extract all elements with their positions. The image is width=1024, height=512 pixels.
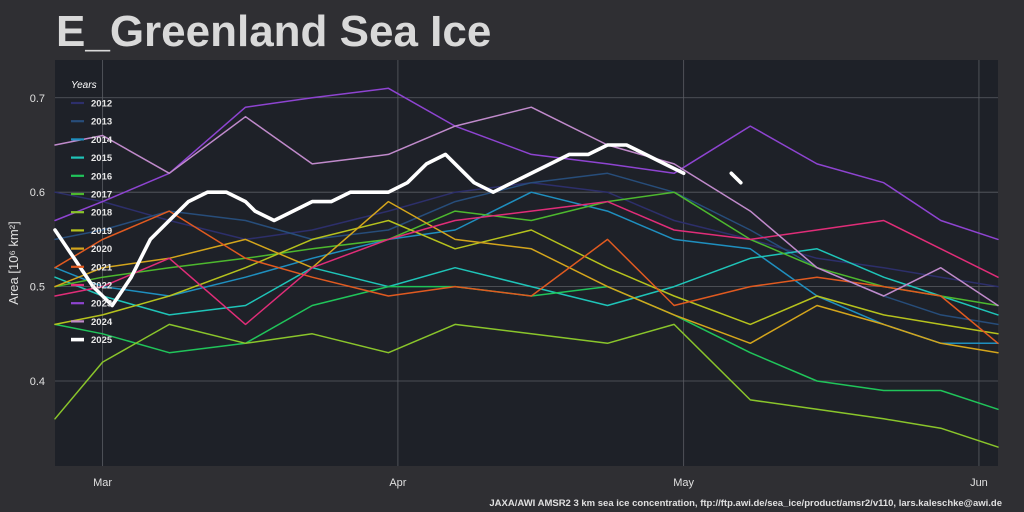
series-line-2025 <box>53 143 743 308</box>
legend-label: 2014 <box>91 135 113 146</box>
y-tick-label: 0.6 <box>30 187 45 199</box>
series-line-2021 <box>54 210 999 345</box>
y-axis-label: Area [10⁶ km²] <box>6 221 21 304</box>
source-credit: JAXA/AWI AMSR2 3 km sea ice concentratio… <box>489 498 1002 509</box>
legend-label: 2013 <box>91 117 112 128</box>
chart-title: E_Greenland Sea Ice <box>56 7 492 56</box>
series-line-2022 <box>54 200 999 326</box>
legend-label: 2016 <box>91 171 112 182</box>
legend-label: 2025 <box>91 335 113 346</box>
series-line-2020 <box>54 200 999 354</box>
x-axis-ticks: Mar Apr May Jun <box>93 477 988 489</box>
series-line-2014 <box>54 191 999 345</box>
legend: Years 2012 2013 2014 2015 2016 2017 2018 2019 202… <box>71 80 113 346</box>
plot-area-background <box>55 60 998 466</box>
series-lines <box>53 87 999 448</box>
series-line-2017 <box>54 191 999 307</box>
legend-label: 2018 <box>91 208 112 219</box>
series-line-2019 <box>54 219 999 335</box>
legend-label: 2023 <box>91 299 112 310</box>
legend-label: 2022 <box>91 281 112 292</box>
series-line-2023 <box>54 87 999 241</box>
x-tick-label: Jun <box>970 477 988 489</box>
legend-title: Years <box>71 80 97 91</box>
legend-label: 2024 <box>91 317 113 328</box>
legend-label: 2020 <box>91 244 112 255</box>
legend-label: 2019 <box>91 226 112 237</box>
y-tick-label: 0.4 <box>30 376 45 388</box>
legend-label: 2015 <box>91 153 113 164</box>
series-line-2015 <box>54 248 999 316</box>
legend-label: 2021 <box>91 262 113 273</box>
legend-label: 2012 <box>91 99 112 110</box>
y-axis-ticks: 0.4 0.5 0.6 0.7 <box>30 93 45 388</box>
x-tick-label: Apr <box>389 477 406 489</box>
series-line-2024 <box>54 106 999 307</box>
y-tick-label: 0.7 <box>30 93 45 105</box>
legend-label: 2017 <box>91 190 112 201</box>
series-line-2018 <box>54 323 999 448</box>
x-tick-label: Mar <box>93 477 112 489</box>
y-tick-label: 0.5 <box>30 282 45 294</box>
x-tick-label: May <box>673 477 694 489</box>
